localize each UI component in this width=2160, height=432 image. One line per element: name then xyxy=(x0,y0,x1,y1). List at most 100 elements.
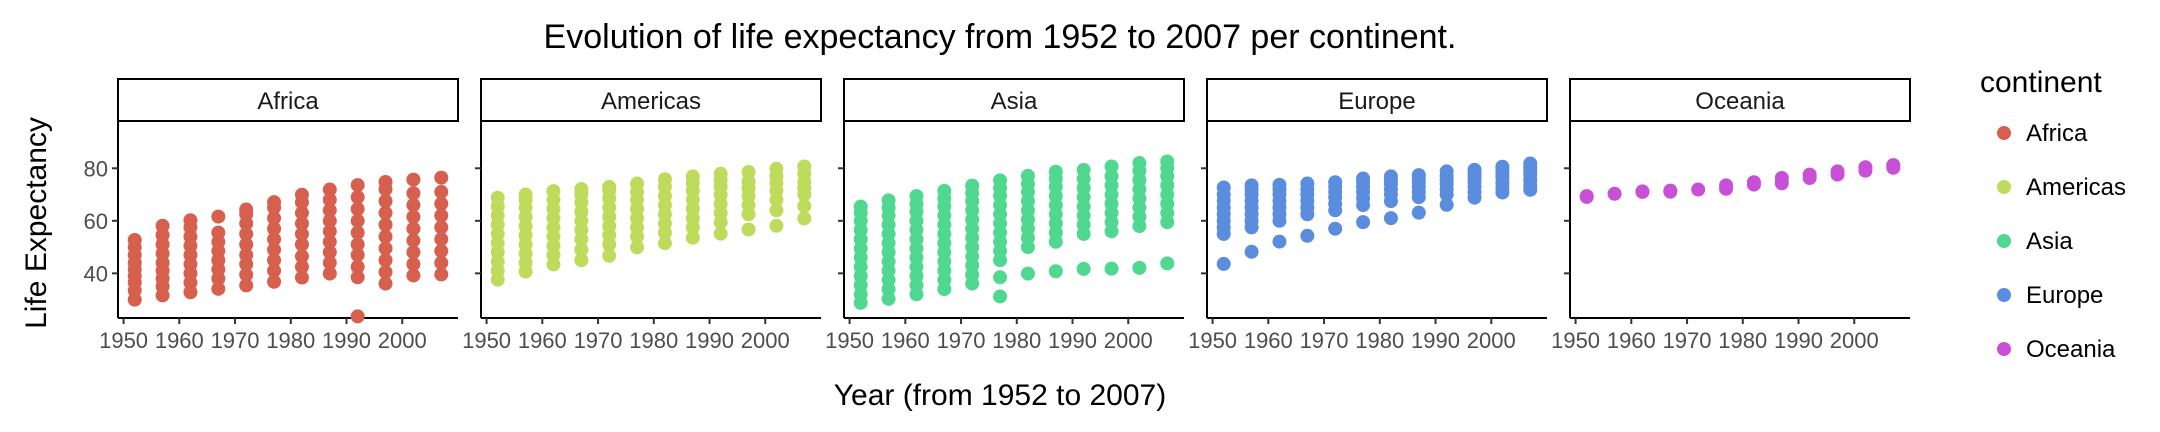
data-point xyxy=(378,241,393,256)
data-point xyxy=(378,229,393,244)
data-point xyxy=(267,195,282,210)
data-point xyxy=(406,268,421,283)
data-point xyxy=(685,230,700,245)
facet-strip-label: Africa xyxy=(257,88,319,115)
data-point xyxy=(797,211,812,226)
data-point xyxy=(350,309,365,324)
data-point xyxy=(406,209,421,224)
data-point xyxy=(993,270,1008,285)
points-africa xyxy=(127,170,449,324)
data-point xyxy=(1495,159,1510,174)
data-point xyxy=(267,242,282,257)
data-point xyxy=(267,232,282,247)
legend-item-europe: Europe xyxy=(1997,282,2103,309)
data-point xyxy=(267,274,282,289)
data-point xyxy=(239,226,254,241)
data-point xyxy=(183,285,198,300)
data-point xyxy=(406,221,421,236)
legend-label: Asia xyxy=(2026,228,2073,255)
data-point xyxy=(1356,215,1371,230)
data-point xyxy=(378,217,393,232)
x-tick-label: 1990 xyxy=(1411,328,1460,353)
data-point xyxy=(211,209,226,224)
data-point xyxy=(239,247,254,262)
points-europe xyxy=(1216,156,1538,271)
data-point xyxy=(713,166,728,181)
data-point xyxy=(993,173,1008,188)
data-point xyxy=(1411,205,1426,220)
data-point xyxy=(1328,175,1343,190)
data-point xyxy=(434,184,449,199)
data-point xyxy=(239,278,254,293)
x-tick-label: 2000 xyxy=(1104,328,1153,353)
data-point xyxy=(350,201,365,216)
data-point xyxy=(322,203,337,218)
facet-strip-label: Americas xyxy=(601,88,701,115)
legend-key xyxy=(1997,180,2011,194)
data-point xyxy=(1020,266,1035,281)
x-tick-label: 1950 xyxy=(462,328,511,353)
points-oceania xyxy=(1579,158,1901,204)
data-point xyxy=(1635,184,1650,199)
x-tick-label: 1980 xyxy=(629,328,678,353)
legend-key xyxy=(1997,288,2011,302)
data-point xyxy=(853,199,868,214)
data-point xyxy=(350,237,365,252)
data-point xyxy=(406,172,421,187)
data-point xyxy=(267,211,282,226)
data-point xyxy=(630,176,645,191)
data-point xyxy=(350,213,365,228)
x-tick-label: 1990 xyxy=(1048,328,1097,353)
data-point xyxy=(1160,154,1175,169)
data-point xyxy=(1886,158,1901,173)
data-point xyxy=(1244,178,1259,193)
chart-title: Evolution of life expectancy from 1952 t… xyxy=(544,18,1457,56)
data-point xyxy=(1104,261,1119,276)
data-point xyxy=(378,205,393,220)
legend-label: Europe xyxy=(2026,282,2103,309)
data-point xyxy=(546,184,561,199)
data-point xyxy=(406,245,421,260)
data-point xyxy=(713,226,728,241)
data-point xyxy=(1383,211,1398,226)
y-tick-label: 40 xyxy=(84,261,108,286)
data-point xyxy=(1272,234,1287,249)
data-point xyxy=(1579,189,1594,204)
x-tick-label: 1950 xyxy=(825,328,874,353)
data-point xyxy=(239,267,254,282)
data-point xyxy=(294,270,309,285)
data-point xyxy=(1607,186,1622,201)
data-point xyxy=(574,182,589,197)
data-point xyxy=(1439,197,1454,212)
legend-label: Americas xyxy=(2026,174,2126,201)
data-point xyxy=(574,242,589,257)
data-point xyxy=(1356,171,1371,186)
data-point xyxy=(769,203,784,218)
legend-item-oceania: Oceania xyxy=(1997,336,2116,363)
data-point xyxy=(630,240,645,255)
data-point xyxy=(1774,170,1789,185)
data-point xyxy=(1076,162,1091,177)
legend-key xyxy=(1997,126,2011,140)
facet-panel-africa: Africa 1950 1960 1970 1980 1990 2000 xyxy=(99,78,459,353)
data-point xyxy=(406,198,421,213)
facet-strip xyxy=(1569,78,1911,122)
points-americas xyxy=(490,159,812,287)
x-tick-label: 1950 xyxy=(1551,328,1600,353)
data-point xyxy=(155,218,170,233)
x-tick-label: 1960 xyxy=(881,328,930,353)
data-point xyxy=(1523,156,1538,171)
x-tick-label: 1990 xyxy=(322,328,371,353)
data-point xyxy=(350,270,365,285)
data-point xyxy=(434,220,449,235)
data-point xyxy=(294,249,309,264)
data-point xyxy=(211,281,226,296)
data-point xyxy=(1830,164,1845,179)
data-point xyxy=(1719,178,1734,193)
data-point xyxy=(1300,176,1315,191)
x-tick-label: 1980 xyxy=(266,328,315,353)
data-point xyxy=(1328,221,1343,236)
x-tick-label: 1980 xyxy=(1718,328,1767,353)
data-point xyxy=(294,237,309,252)
